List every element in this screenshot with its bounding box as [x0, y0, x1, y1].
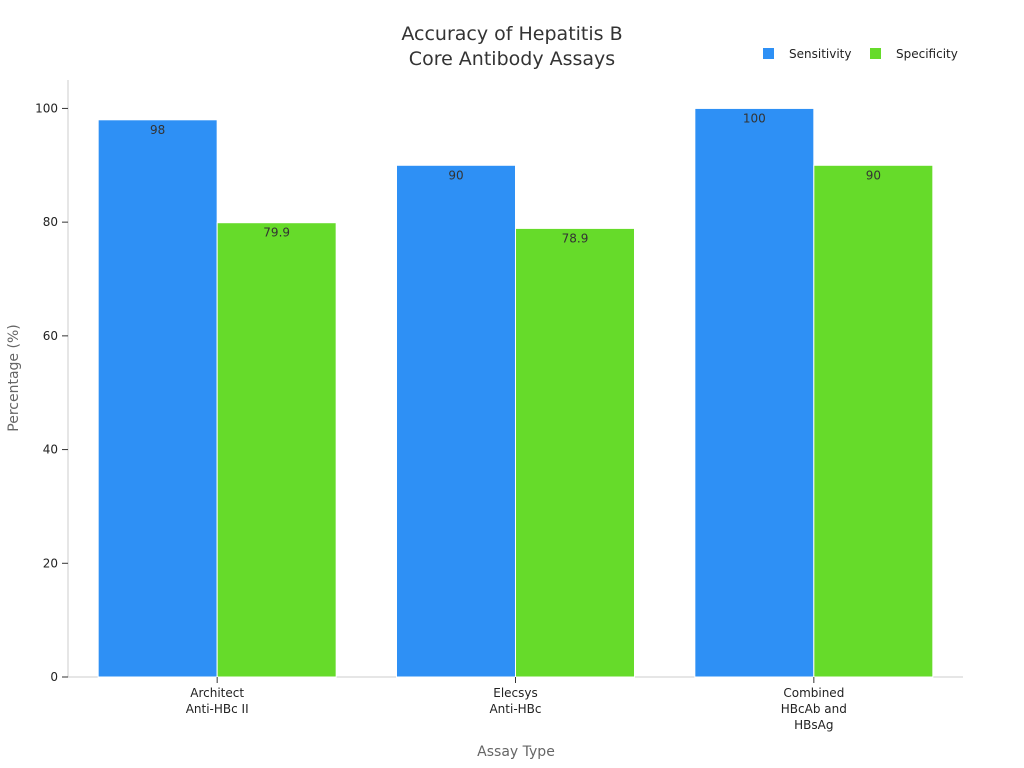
bar-label-specificity-1: 78.9 — [562, 231, 589, 245]
y-axis-label: Percentage (%) — [6, 324, 22, 431]
legend-label-specificity: Specificity — [896, 47, 958, 61]
bar-label-specificity-0: 79.9 — [263, 226, 290, 240]
bar-label-sensitivity-1: 90 — [448, 168, 463, 182]
legend: Sensitivity Specificity — [763, 47, 958, 61]
x-tick-label-1-line-0: Elecsys — [493, 686, 538, 700]
x-tick-label-2-line-2: HBsAg — [794, 718, 833, 732]
y-tick-label-20: 20 — [43, 556, 58, 570]
bar-sensitivity-2 — [694, 107, 815, 678]
x-ticks: Architect Anti-HBc II Elecsys Anti-HBc Combi… — [186, 677, 847, 732]
bar-specificity-2 — [813, 164, 934, 678]
y-tick-label-100: 100 — [35, 101, 58, 115]
y-ticks: 0 20 40 60 80 100 — [35, 101, 68, 684]
bar-label-specificity-2: 90 — [866, 168, 881, 182]
x-tick-label-2-line-1: HBcAb and — [781, 702, 847, 716]
legend-swatch-specificity — [870, 48, 881, 59]
chart-title-line-2: Core Antibody Assays — [409, 48, 615, 70]
bar-labels: 98 79.9 90 78.9 100 90 — [150, 111, 881, 245]
chart-title-line-1: Accuracy of Hepatitis B — [401, 23, 622, 45]
chart-title: Accuracy of Hepatitis B Core Antibody As… — [401, 23, 622, 70]
y-tick-label-0: 0 — [50, 670, 58, 684]
bar-specificity-1 — [515, 227, 635, 678]
x-tick-label-0: Architect Anti-HBc II — [186, 686, 249, 716]
y-tick-label-60: 60 — [43, 329, 58, 343]
y-tick-label-40: 40 — [43, 443, 58, 457]
bar-specificity-0 — [216, 222, 337, 678]
x-tick-label-1: Elecsys Anti-HBc — [489, 686, 541, 716]
x-tick-label-2: Combined HBcAb and HBsAg — [781, 686, 847, 732]
legend-swatch-sensitivity — [763, 48, 774, 59]
y-tick-label-80: 80 — [43, 215, 58, 229]
bar-label-sensitivity-0: 98 — [150, 123, 165, 137]
legend-label-sensitivity: Sensitivity — [789, 47, 851, 61]
bar-label-sensitivity-2: 100 — [743, 111, 766, 125]
bar-sensitivity-1 — [396, 164, 516, 678]
x-tick-label-0-line-0: Architect — [190, 686, 244, 700]
x-tick-label-0-line-1: Anti-HBc II — [186, 702, 249, 716]
x-tick-label-1-line-1: Anti-HBc — [489, 702, 541, 716]
x-axis-label: Assay Type — [477, 744, 555, 760]
bar-sensitivity-0 — [97, 119, 218, 678]
bars — [97, 107, 934, 678]
x-tick-label-2-line-0: Combined — [783, 686, 844, 700]
